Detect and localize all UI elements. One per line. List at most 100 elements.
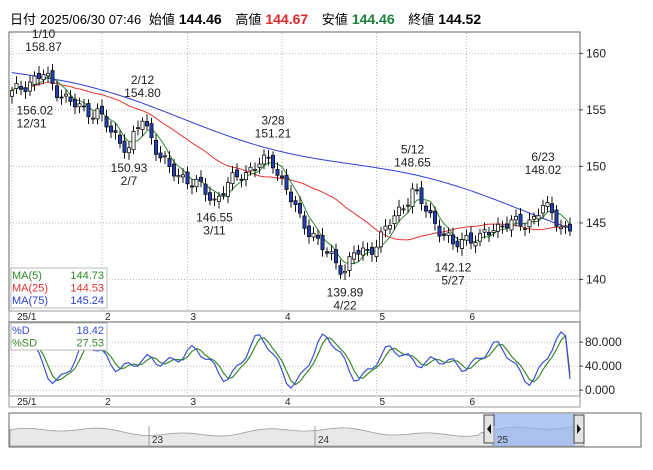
candle-body bbox=[347, 256, 352, 271]
candle-body bbox=[523, 228, 528, 230]
date-tick-label: 6 bbox=[470, 397, 476, 408]
candle-body bbox=[73, 99, 78, 108]
ma5-line bbox=[11, 76, 571, 265]
osc-tick-label: 80.000 bbox=[585, 335, 622, 349]
candle-body bbox=[541, 205, 546, 214]
candlesticks bbox=[9, 64, 573, 280]
candle-body bbox=[185, 171, 190, 185]
candle-body bbox=[207, 192, 212, 201]
osc-legend-value: 18.42 bbox=[76, 325, 104, 337]
date-tick-label: 3 bbox=[191, 397, 197, 408]
annotation-date: 4/22 bbox=[333, 299, 357, 313]
date-tick-label: 5 bbox=[380, 397, 386, 408]
date-label: 日付 bbox=[10, 12, 37, 27]
candle-body bbox=[414, 189, 419, 192]
candle-body bbox=[77, 103, 82, 108]
candle-body bbox=[554, 209, 559, 227]
price-tick-label: 140 bbox=[586, 272, 606, 286]
candle-body bbox=[95, 108, 100, 120]
candle-body bbox=[261, 154, 266, 165]
annotation-date: 3/11 bbox=[203, 223, 226, 237]
ma75-line bbox=[11, 72, 571, 229]
annotation-date: 1/10 bbox=[32, 27, 56, 41]
candle-body bbox=[41, 74, 46, 80]
candle-body bbox=[144, 121, 149, 127]
candle-body bbox=[441, 233, 446, 236]
navigator-selection bbox=[492, 414, 575, 446]
candle-body bbox=[23, 87, 28, 93]
navigator-label: 25 bbox=[497, 435, 509, 446]
candle-body bbox=[518, 213, 523, 227]
osc-legend-value: 27.53 bbox=[76, 338, 104, 350]
annotation-value: 148.65 bbox=[394, 156, 431, 170]
osc-xaxis-strip bbox=[8, 395, 581, 408]
candle-body bbox=[527, 219, 532, 228]
candle-body bbox=[495, 223, 500, 232]
candle-body bbox=[396, 206, 401, 216]
main-panel-frame bbox=[8, 31, 581, 312]
candle-body bbox=[18, 85, 23, 90]
candle-body bbox=[410, 188, 415, 207]
date-tick-label: 6 bbox=[470, 312, 476, 323]
date-tick-label: 25/1 bbox=[17, 397, 37, 408]
candle-body bbox=[216, 195, 221, 202]
candle-body bbox=[135, 127, 140, 130]
annotation-value: 142.12 bbox=[435, 261, 472, 275]
ma25-line bbox=[11, 81, 571, 241]
candle-body bbox=[428, 209, 433, 214]
date-tick-label: 5 bbox=[380, 312, 386, 323]
osc-legend-box bbox=[10, 322, 108, 351]
candle-body bbox=[342, 270, 347, 274]
candle-body bbox=[532, 216, 537, 220]
candle-body bbox=[59, 96, 64, 99]
ma-legend-box bbox=[10, 267, 108, 309]
chevron-right-icon bbox=[577, 424, 581, 434]
candle-body bbox=[504, 223, 509, 229]
candle-body bbox=[252, 169, 257, 171]
candle-body bbox=[545, 202, 550, 207]
annotation-date: 2/7 bbox=[121, 174, 138, 188]
candle-body bbox=[234, 169, 239, 178]
candle-body bbox=[568, 223, 573, 232]
ma-legend-value: 144.53 bbox=[70, 283, 104, 295]
annotation-value: 156.02 bbox=[17, 103, 54, 117]
annotation-value: 146.55 bbox=[196, 210, 233, 224]
navigator[interactable]: 23 24 25 bbox=[9, 414, 585, 447]
candle-body bbox=[491, 230, 496, 233]
candle-body bbox=[221, 193, 226, 196]
candle-body bbox=[288, 191, 293, 203]
price-tick-label: 160 bbox=[586, 46, 606, 60]
candle-body bbox=[279, 175, 284, 179]
candle-body bbox=[91, 117, 96, 120]
candle-body bbox=[450, 234, 455, 245]
candle-body bbox=[225, 182, 230, 197]
candle-body bbox=[64, 93, 69, 97]
annotation-value: 139.89 bbox=[327, 286, 364, 300]
candle-body bbox=[140, 120, 145, 130]
candle-body bbox=[365, 249, 370, 251]
candle-body bbox=[486, 232, 491, 236]
candle-body bbox=[104, 116, 109, 128]
ma-legend-name: MA(75) bbox=[12, 295, 48, 307]
candle-body bbox=[180, 174, 185, 178]
price-header: 日付 2025/06/30 07:46 始値 144.46 高値 144.67 安値 1… bbox=[10, 9, 580, 29]
date-x-axis: 25/1 2 3 4 5 6 25/1 2 3 4 5 6 bbox=[17, 312, 476, 408]
datetime-value: 2025/06/30 07:46 bbox=[40, 12, 142, 27]
candle-body bbox=[437, 225, 442, 237]
annotation-value: 158.87 bbox=[25, 40, 62, 54]
candle-body bbox=[482, 229, 487, 233]
candle-body bbox=[171, 163, 176, 177]
candle-body bbox=[432, 210, 437, 224]
candle-body bbox=[360, 247, 365, 256]
date-tick-label: 2 bbox=[105, 397, 111, 408]
candle-body bbox=[131, 131, 136, 151]
sd-line bbox=[11, 334, 571, 386]
candle-body bbox=[275, 169, 280, 176]
candle-body bbox=[509, 219, 514, 231]
candle-body bbox=[311, 232, 316, 238]
candle-body bbox=[338, 265, 343, 275]
price-tick-label: 145 bbox=[586, 216, 606, 230]
candle-body bbox=[230, 172, 235, 185]
